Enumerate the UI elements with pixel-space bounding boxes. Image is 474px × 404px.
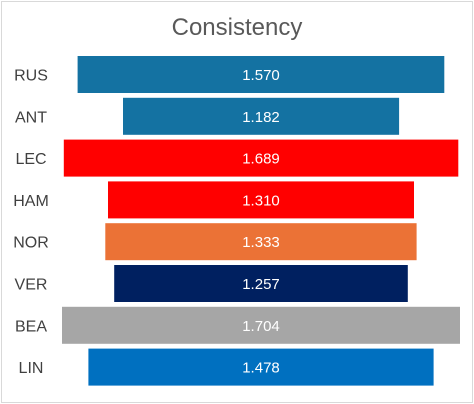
category-label-ver: VER [15,277,48,294]
category-label-lin: LIN [19,360,44,377]
bar-lin [88,348,434,386]
bar-bea [62,306,460,344]
chart-title: Consistency [171,14,303,41]
category-label-nor: NOR [13,235,49,252]
bar-ant [123,97,400,135]
value-label-ver: 1.257 [242,276,280,293]
category-label-rus: RUS [14,68,48,85]
value-label-ant: 1.182 [242,109,280,126]
category-label-ham: HAM [13,193,49,210]
value-label-lin: 1.478 [242,360,280,377]
category-label-ant: ANT [15,109,47,126]
category-label-lec: LEC [15,151,46,168]
value-label-ham: 1.310 [242,192,280,209]
value-label-rus: 1.570 [242,67,280,84]
bar-ver [114,265,408,302]
category-label-bea: BEA [15,318,47,335]
bar-ham [108,181,414,219]
bar-nor [105,223,417,261]
value-label-bea: 1.704 [242,318,280,335]
bar-rus [77,56,445,93]
bar-lec [63,139,459,177]
value-label-nor: 1.333 [242,234,280,251]
value-label-lec: 1.689 [242,151,280,168]
